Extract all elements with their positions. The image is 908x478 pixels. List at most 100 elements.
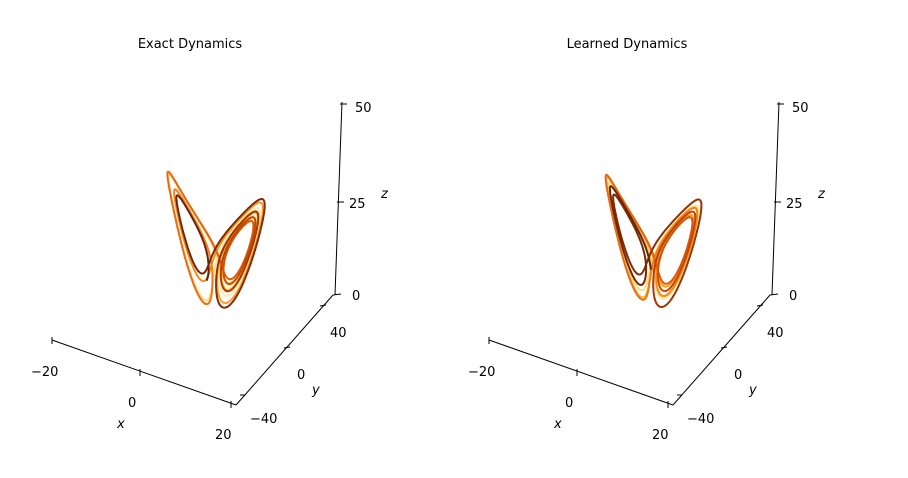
trajectory-segment (202, 225, 220, 257)
z-tick-label: 25 (349, 197, 366, 212)
trajectory-segment (658, 295, 674, 308)
trajectory-segment (679, 215, 699, 275)
trajectory-segment (226, 275, 244, 297)
y-tick-label: 40 (767, 326, 784, 341)
panel-title: Exact Dynamics (138, 37, 243, 52)
trajectory-segment (206, 292, 212, 301)
trajectory-segment (219, 288, 229, 297)
trajectory-segment (667, 259, 686, 291)
trajectory-segment (634, 290, 645, 301)
trajectory-segment (659, 232, 674, 257)
trajectory-segment (652, 268, 656, 288)
trajectory-segment (659, 216, 683, 245)
trajectory-segment (652, 285, 656, 300)
y-axis-label: y (748, 383, 757, 398)
trajectory-segment (173, 211, 196, 289)
x-tick-label: 0 (565, 396, 573, 411)
trajectory-segment (615, 234, 636, 292)
trajectory-segment (216, 216, 241, 246)
trajectory-segment (245, 201, 266, 275)
trajectory-segment (215, 260, 220, 281)
trajectory-segment (226, 272, 248, 308)
trajectory-segment (690, 198, 703, 233)
trajectory-segment (228, 213, 251, 240)
trajectory-segment (608, 185, 621, 239)
trajectory-segment (659, 286, 670, 293)
trajectory-segment (631, 215, 653, 252)
trajectory-segment (619, 201, 639, 235)
z-axis-line (334, 101, 343, 296)
trajectory-segment (646, 280, 651, 295)
trajectory-segment (636, 232, 647, 259)
trajectory-segment (220, 245, 229, 268)
trajectory-segment (627, 212, 647, 248)
trajectory-segment (644, 272, 651, 287)
trajectory-segment (651, 243, 662, 267)
trajectory-segment (644, 257, 648, 276)
trajectory-segment (215, 292, 221, 305)
trajectory-segment (226, 222, 245, 248)
trajectory-segment (209, 290, 213, 302)
panel-title: Learned Dynamics (567, 37, 688, 52)
trajectory-segment (229, 262, 246, 285)
trajectory-segment (625, 252, 639, 275)
trajectory-segment (166, 170, 176, 214)
x-axis-label: x (553, 417, 562, 432)
x-tick-label: −20 (31, 365, 58, 380)
trajectory-segment (675, 210, 696, 226)
trajectory-segment (205, 266, 210, 281)
trajectory-segment (661, 201, 693, 235)
z-tick-label: 0 (789, 289, 797, 304)
trajectory-segment (662, 278, 674, 285)
trajectory-segment (612, 193, 622, 206)
trajectory-segment (218, 296, 228, 305)
trajectory-segment (245, 206, 262, 221)
x-axis-label: x (116, 417, 125, 432)
trajectory-segment (173, 188, 184, 203)
trajectory-segment (223, 271, 232, 281)
trajectory-segment (641, 292, 648, 299)
trajectory-segment (201, 232, 212, 261)
panel-learned-dynamics: Learned Dynamics −20 0 20 x −40 0 40 y 0… (468, 37, 826, 443)
x-axis-line (488, 339, 674, 406)
trajectory-segment (222, 284, 233, 291)
trajectory-segment (210, 277, 214, 293)
y-tick-label: 0 (734, 368, 742, 383)
trajectory-segment (242, 216, 257, 225)
x-tick-label: 0 (128, 396, 136, 411)
trajectory-segment (220, 281, 228, 293)
trajectory-segment (683, 212, 697, 262)
trajectory-segment (619, 234, 651, 271)
trajectory-segment (193, 286, 207, 305)
trajectory-segment (656, 254, 662, 276)
y-tick-mark (283, 346, 291, 349)
trajectory-segment (225, 277, 245, 304)
trajectory-segment (223, 277, 232, 286)
trajectory-learned (604, 173, 703, 308)
trajectory-segment (174, 200, 191, 260)
trajectory-segment (223, 280, 237, 288)
trajectory-segment (229, 262, 244, 281)
trajectory-segment (222, 243, 232, 266)
y-axis-label: y (311, 383, 320, 398)
y-tick-label: −40 (687, 412, 714, 427)
z-tick-label: 50 (792, 101, 809, 116)
trajectory-segment (225, 278, 241, 293)
trajectory-segment (687, 216, 694, 246)
trajectory-segment (671, 230, 698, 298)
z-tick-label: 50 (355, 101, 372, 116)
panel-exact-dynamics: Exact Dynamics −20 0 20 x −40 0 40 y 0 2… (31, 37, 389, 443)
trajectory-segment (662, 278, 676, 288)
trajectory-segment (241, 218, 261, 278)
trajectory-segment (628, 271, 642, 292)
trajectory-segment (641, 273, 647, 286)
trajectory-segment (248, 210, 260, 231)
trajectory-segment (241, 227, 255, 265)
z-tick-mark (769, 293, 779, 296)
trajectory-segment (639, 284, 647, 292)
y-tick-label: 0 (297, 368, 305, 383)
x-axis-line (51, 339, 237, 406)
trajectory-segment (198, 293, 209, 302)
